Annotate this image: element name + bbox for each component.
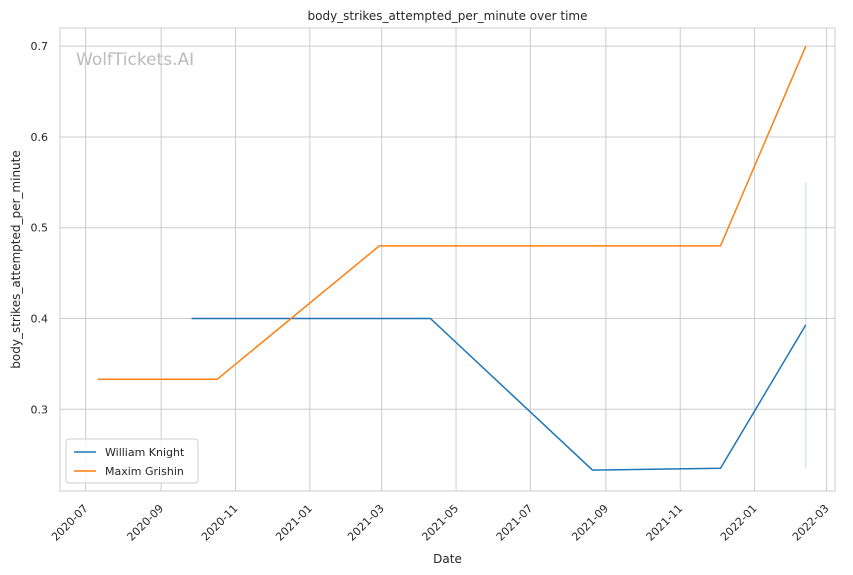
x-tick-label: 2021-07	[494, 502, 536, 544]
x-tick-label: 2020-09	[125, 502, 167, 544]
y-tick-label: 0.3	[31, 403, 49, 416]
x-tick-label: 2021-11	[644, 502, 686, 544]
y-tick-label: 0.5	[31, 222, 49, 235]
y-axis-ticks: 0.3 0.4 0.5 0.6 0.7	[31, 40, 49, 416]
legend-label: Maxim Grishin	[105, 465, 184, 478]
plot-area	[59, 27, 836, 492]
legend: William Knight Maxim Grishin	[65, 438, 199, 484]
x-tick-label: 2020-07	[49, 502, 91, 544]
y-tick-label: 0.7	[31, 40, 49, 53]
y-axis-label: body_strikes_attempted_per_minute	[9, 150, 23, 368]
x-tick-label: 2021-03	[345, 502, 387, 544]
x-tick-label: 2021-05	[419, 502, 461, 544]
grid-lines	[60, 28, 835, 491]
watermark: WolfTickets.AI	[76, 50, 194, 70]
y-tick-label: 0.4	[31, 313, 49, 326]
legend-box	[65, 438, 199, 484]
series-line-2	[97, 45, 807, 381]
x-axis-label: Date	[433, 552, 462, 566]
series-line-1	[191, 317, 807, 471]
x-tick-label: 2022-03	[790, 502, 832, 544]
x-tick-label: 2020-11	[199, 502, 241, 544]
x-tick-label: 2021-09	[569, 502, 611, 544]
series-group	[97, 45, 807, 471]
x-tick-label: 2021-01	[273, 502, 315, 544]
chart-title: body_strikes_attempted_per_minute over t…	[308, 9, 588, 23]
y-tick-label: 0.6	[31, 131, 49, 144]
legend-label: William Knight	[105, 446, 185, 459]
x-tick-label: 2022-01	[718, 502, 760, 544]
x-axis-ticks: 2020-07 2020-09 2020-11 2021-01 2021-03 2021-…	[49, 502, 832, 544]
